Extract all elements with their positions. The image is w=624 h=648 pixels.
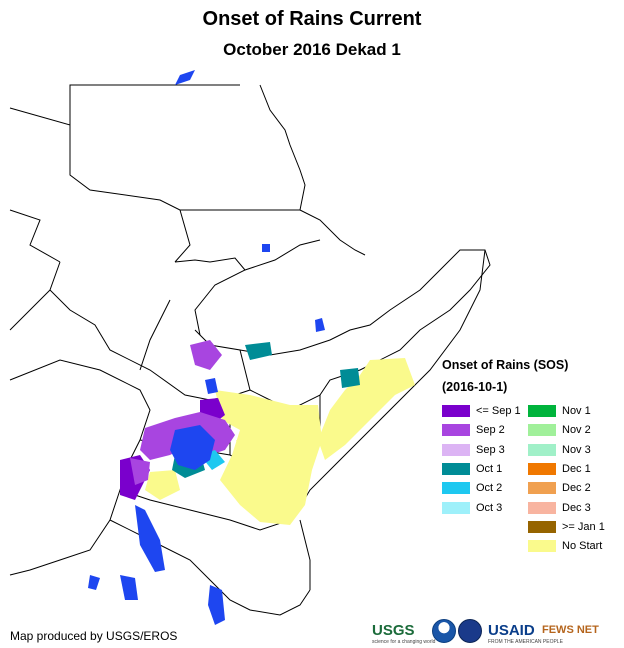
usgs-logo: USGS: [372, 621, 415, 639]
legend-item: Nov 2: [528, 423, 591, 437]
legend-swatch: [442, 501, 470, 514]
nasa-logo-icon: [458, 619, 482, 643]
legend-label: Oct 1: [476, 462, 503, 475]
legend-label: <= Sep 1: [476, 405, 521, 417]
legend-swatch: [528, 520, 556, 533]
legend-swatch: [442, 443, 470, 456]
no-start-region: [145, 358, 415, 525]
legend-label: Dec 2: [562, 482, 591, 495]
legend-label: Nov 3: [562, 443, 591, 456]
lakes: [88, 70, 325, 625]
map-subtitle: October 2016 Dekad 1: [223, 40, 401, 59]
noaa-logo-icon: [432, 619, 456, 643]
legend-swatch: [442, 462, 470, 475]
fews-net-logo: FEWS NET: [542, 624, 599, 636]
legend-item: Dec 3: [528, 501, 591, 515]
legend-date: (2016-10-1): [442, 380, 508, 394]
lake-victoria: [170, 425, 215, 470]
legend-item: Nov 1: [528, 404, 591, 418]
legend-label: Sep 2: [476, 424, 505, 437]
legend-swatch: [528, 501, 556, 514]
legend-swatch: [442, 405, 470, 417]
lake-malawi: [208, 585, 225, 625]
legend-label: Dec 1: [562, 462, 591, 475]
legend-item: Nov 3: [528, 443, 591, 457]
legend-swatch: [442, 482, 470, 495]
legend-swatch: [528, 405, 556, 417]
legend-swatch: [528, 540, 556, 553]
lake-tanganyika: [135, 505, 165, 572]
usgs-tagline: science for a changing world: [372, 639, 436, 645]
legend-swatch: [528, 443, 556, 456]
legend-item: >= Jan 1: [528, 520, 605, 534]
map-title: Onset of Rains Current: [202, 8, 422, 30]
legend-item: Dec 1: [528, 462, 591, 476]
legend-swatch: [528, 462, 556, 475]
legend-item: No Start: [528, 539, 602, 553]
legend-swatch: [528, 424, 556, 437]
usaid-logo: USAID: [488, 621, 535, 639]
legend-label: Oct 2: [476, 482, 503, 495]
legend-swatch: [528, 482, 556, 495]
legend-label: Nov 1: [562, 405, 591, 417]
legend-item: <= Sep 1: [442, 404, 521, 418]
legend-label: Nov 2: [562, 424, 591, 437]
legend-item: Sep 2: [442, 423, 505, 437]
usaid-tagline: FROM THE AMERICAN PEOPLE: [488, 639, 563, 645]
legend-item: Oct 2: [442, 481, 502, 495]
legend-item: Dec 2: [528, 481, 591, 495]
east-africa-map: [9, 70, 491, 625]
legend-item: Oct 1: [442, 462, 502, 476]
legend-label: Oct 3: [476, 501, 503, 514]
legend-item: Sep 3: [442, 443, 505, 457]
credit-text: Map produced by USGS/EROS: [10, 629, 178, 643]
legend-item: Oct 3: [442, 501, 502, 515]
legend-swatch: [442, 424, 470, 437]
legend-label: Sep 3: [476, 443, 505, 456]
legend-label: No Start: [562, 540, 603, 553]
legend-label: Dec 3: [562, 501, 591, 514]
legend-title: Onset of Rains (SOS): [442, 358, 569, 372]
legend-label: >= Jan 1: [562, 520, 605, 533]
